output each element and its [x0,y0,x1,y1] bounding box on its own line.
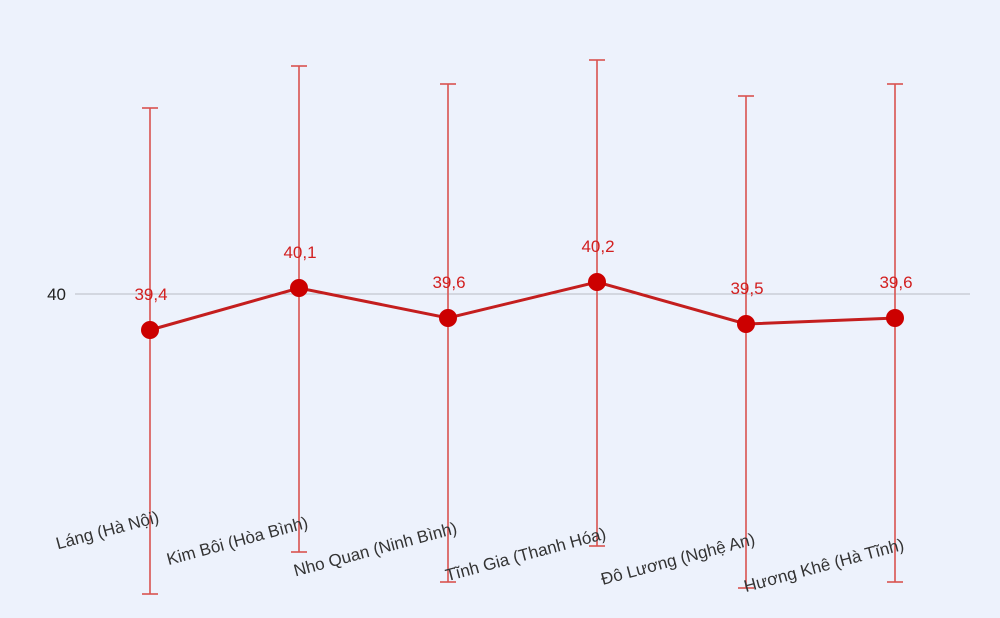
data-label: 39,4 [134,285,167,304]
data-point [290,279,308,297]
data-labels: 39,4 40,1 39,6 40,2 39,5 39,6 [134,237,912,304]
data-label: 40,2 [581,237,614,256]
data-points [141,273,904,339]
data-point [886,309,904,327]
x-tick-label: Nho Quan (Ninh Bình) [292,519,459,581]
data-label: 39,6 [432,273,465,292]
x-tick-label: Kim Bôi (Hòa Bình) [165,513,310,569]
y-tick-label: 40 [47,285,66,304]
data-label: 39,6 [879,273,912,292]
data-point [588,273,606,291]
x-tick-label: Đô Lương (Nghệ An) [599,530,757,589]
data-point [439,309,457,327]
data-point [141,321,159,339]
data-label: 39,5 [730,279,763,298]
grid-layer: 40 [47,285,970,304]
series-line [149,280,896,332]
data-point [737,315,755,333]
x-tick-labels: Láng (Hà Nội) Kim Bôi (Hòa Bình)Nho Quan … [54,508,906,597]
x-tick-label: Láng (Hà Nội) [54,508,161,554]
series-line-layer [149,280,896,332]
x-tick-label: Hương Khê (Hà Tĩnh) [742,535,906,596]
data-label: 40,1 [283,243,316,262]
x-tick-label: Tĩnh Gia (Thanh Hóa) [443,524,608,585]
error-bars [142,59,903,595]
